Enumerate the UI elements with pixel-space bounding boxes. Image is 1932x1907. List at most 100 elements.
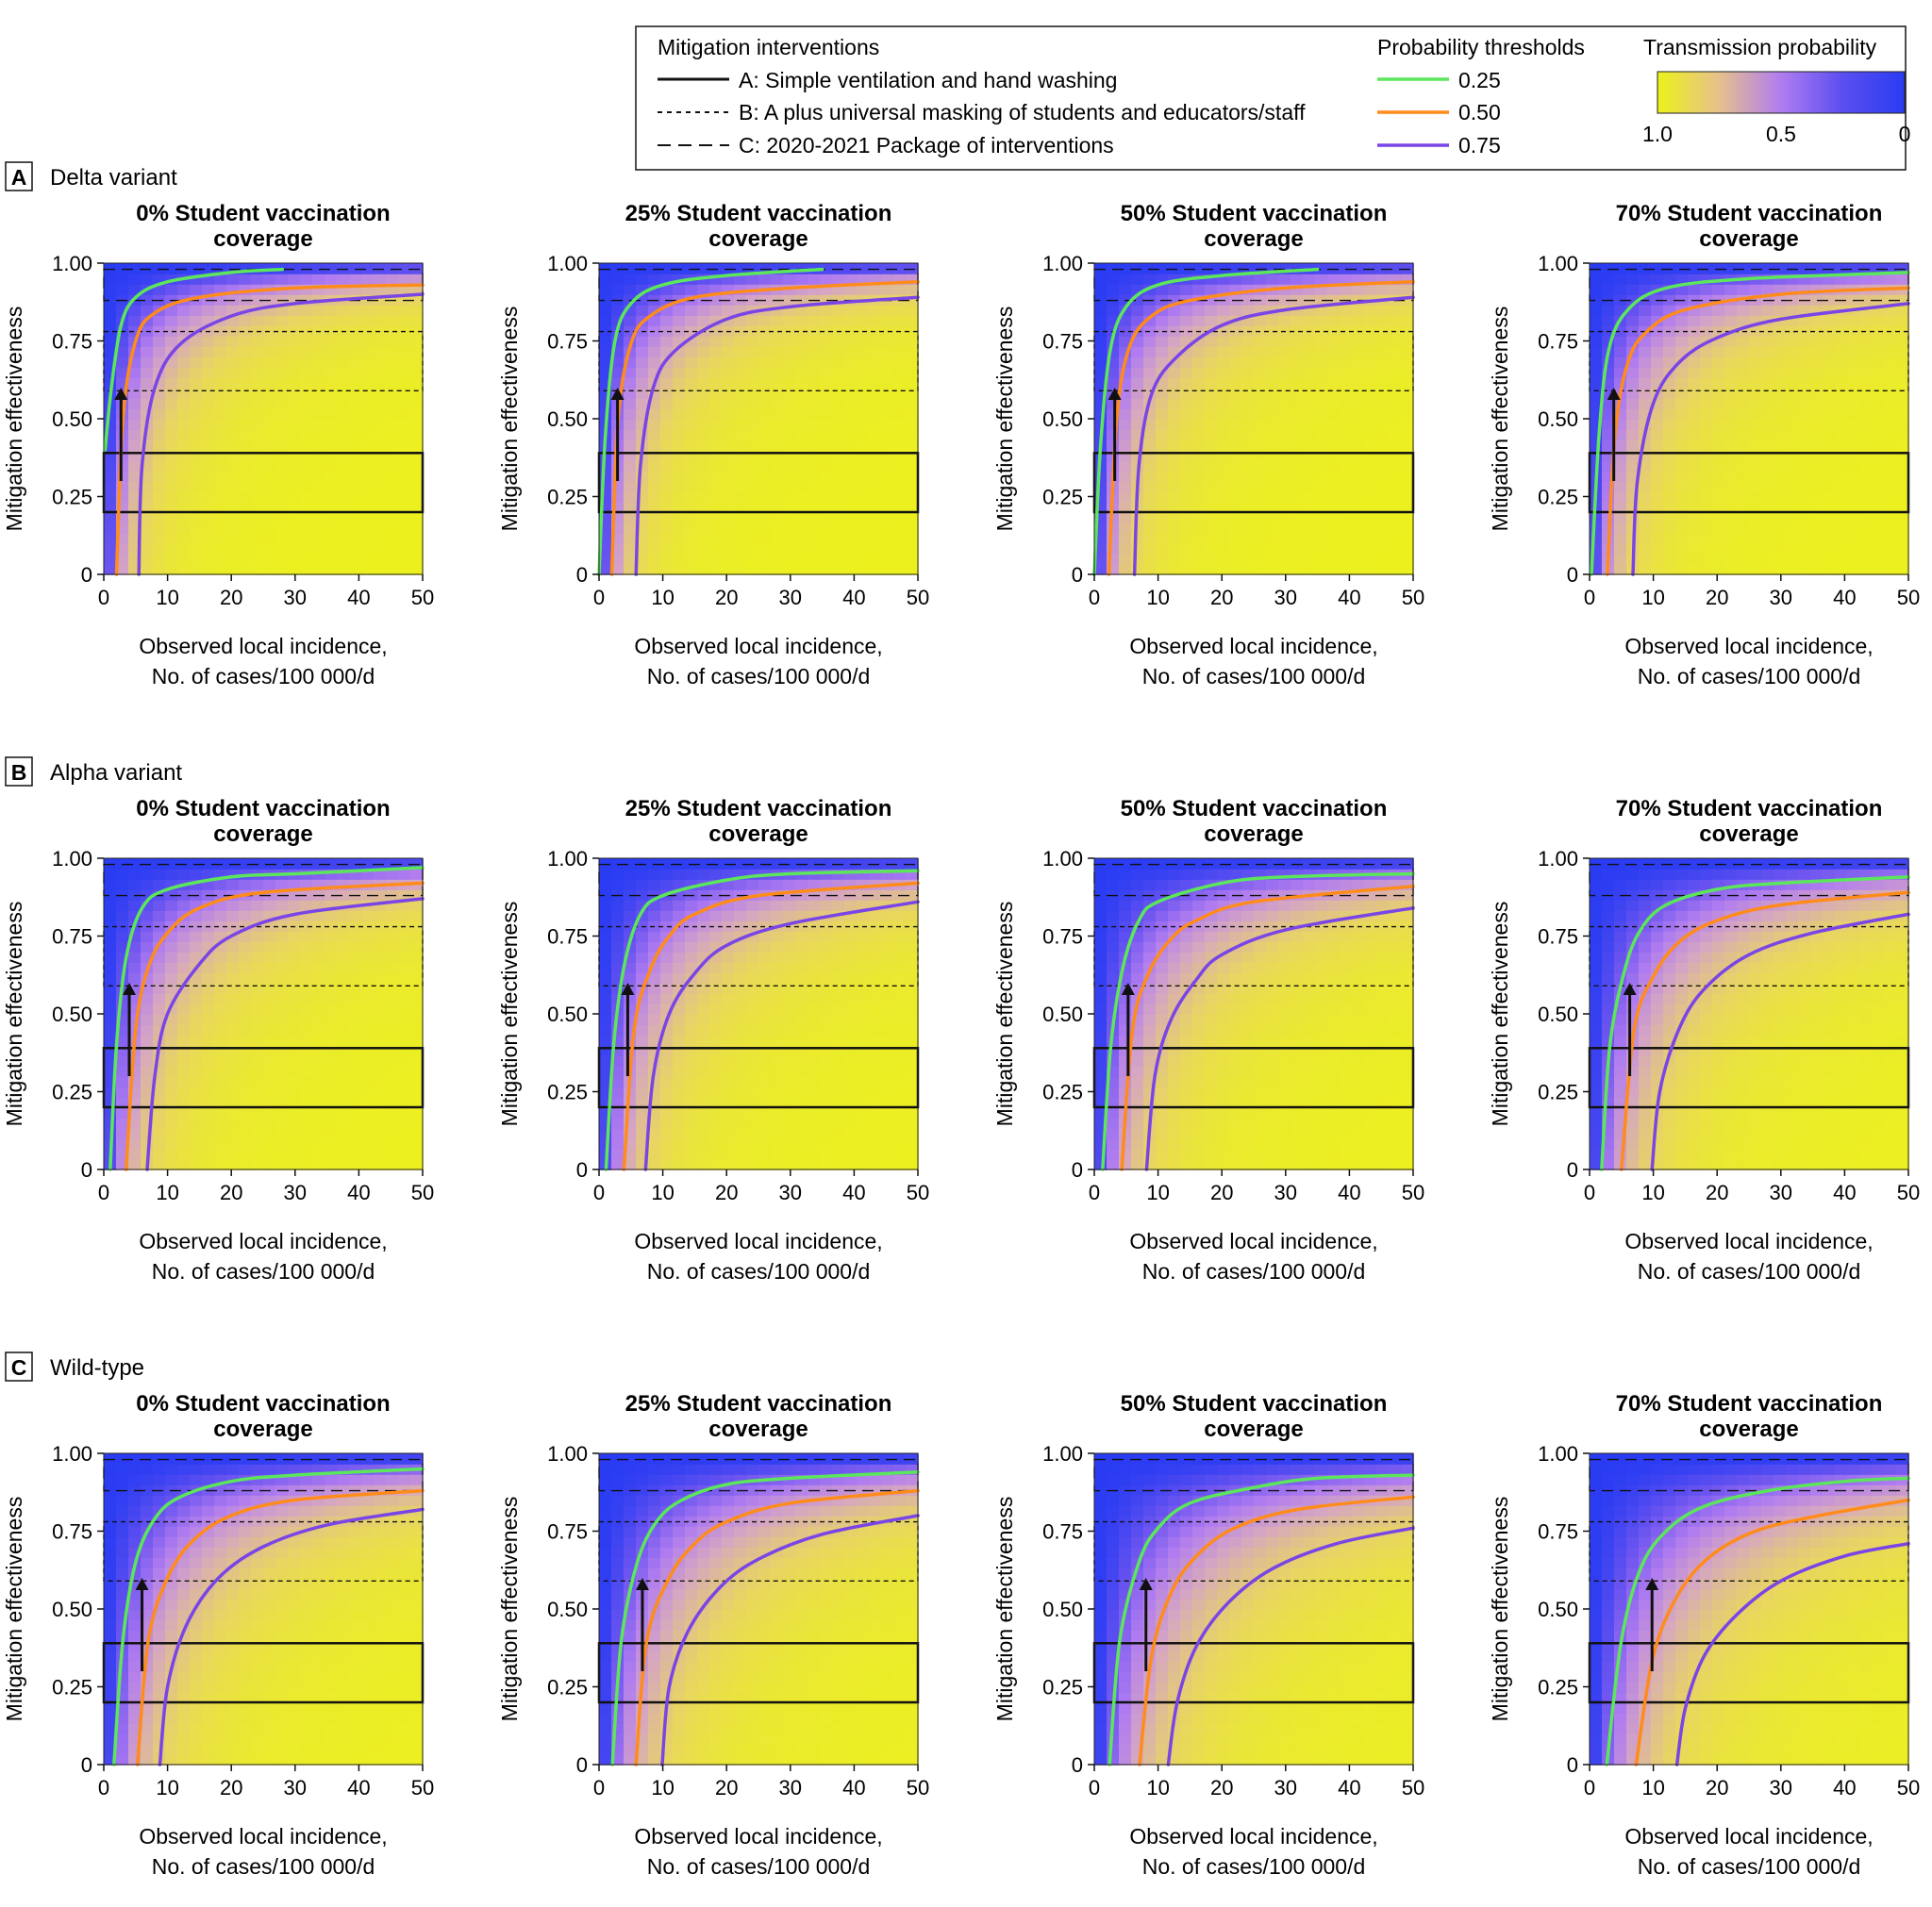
x-axis-label-line2: No. of cases/100 000/d <box>647 664 871 688</box>
heat-cell <box>820 398 833 409</box>
heat-cell <box>398 315 411 326</box>
heat-cell <box>722 1159 735 1170</box>
heat-cell <box>410 962 424 973</box>
heat-cell <box>128 1138 142 1150</box>
heat-cell <box>709 910 723 921</box>
heat-cell <box>1590 398 1603 409</box>
heat-cell <box>214 972 227 984</box>
heat-cell <box>190 315 203 326</box>
heat-cell <box>808 1086 821 1098</box>
heat-cell <box>349 481 362 492</box>
heat-cell <box>746 460 759 472</box>
heat-cell <box>1724 522 1738 534</box>
heat-cell <box>758 512 772 523</box>
heat-cell <box>1389 377 1402 389</box>
heat-cell <box>263 429 276 440</box>
heat-cell <box>300 1159 313 1170</box>
heat-cell <box>1847 315 1860 326</box>
heat-cell <box>1107 439 1120 451</box>
heat-cell <box>1229 1159 1242 1170</box>
heat-cell <box>1376 388 1390 399</box>
heat-cell <box>660 263 674 274</box>
heat-cell <box>1229 388 1242 399</box>
heat-cell <box>1614 346 1627 357</box>
heat-cell <box>893 1128 907 1139</box>
heat-cell <box>386 1024 399 1036</box>
heat-cell <box>881 325 894 337</box>
heat-cell <box>1119 491 1132 503</box>
heat-cell <box>104 889 117 901</box>
heat-cell <box>1340 1159 1353 1170</box>
heat-cell <box>374 388 387 399</box>
heat-cell <box>177 367 191 378</box>
heat-cell <box>881 1159 894 1170</box>
heat-cell <box>636 336 649 347</box>
heat-cell <box>1229 429 1242 440</box>
heat-cell <box>1266 315 1279 326</box>
heat-cell <box>1810 491 1824 503</box>
heat-cell <box>312 408 325 420</box>
heat-cell <box>1376 481 1390 492</box>
heat-cell <box>869 533 882 544</box>
heat-cell <box>1278 481 1291 492</box>
heat-cell <box>1376 274 1390 285</box>
heat-cell <box>1884 543 1897 555</box>
heat-cell <box>104 1014 117 1025</box>
heat-cell <box>857 1086 870 1098</box>
heat-cell <box>1340 408 1353 420</box>
heat-cell <box>1291 554 1304 565</box>
heat-cell <box>1688 357 1701 368</box>
heat-cell <box>1761 408 1774 420</box>
heat-cell <box>1700 398 1713 409</box>
heat-cell <box>251 512 264 523</box>
heat-cell <box>844 408 858 420</box>
heat-cell <box>881 931 894 942</box>
heat-cell <box>1327 450 1341 461</box>
heat-cell <box>1749 305 1762 316</box>
heat-cell <box>1291 408 1304 420</box>
heat-cell <box>758 522 772 534</box>
heat-cell <box>1119 1138 1132 1150</box>
heat-cell <box>636 284 649 295</box>
heat-cell <box>1823 429 1836 440</box>
heat-cell <box>660 941 674 953</box>
heat-cell <box>1810 429 1824 440</box>
heat-cell <box>881 481 894 492</box>
heat-cell <box>300 941 313 953</box>
x-axis-label-line2: No. of cases/100 000/d <box>152 664 375 688</box>
heat-cell <box>758 1045 772 1056</box>
heat-cell <box>1217 564 1230 575</box>
heat-cell <box>1168 512 1181 523</box>
heat-cell <box>251 377 264 389</box>
heat-cell <box>783 1024 796 1036</box>
heat-cell <box>783 450 796 461</box>
heat-cell <box>1303 408 1316 420</box>
heat-cell <box>1376 1159 1390 1170</box>
heat-cell <box>1303 564 1316 575</box>
heat-cell <box>1291 450 1304 461</box>
heat-cell <box>697 869 710 880</box>
heat-cell <box>893 502 907 513</box>
heat-cell <box>300 1066 313 1077</box>
heat-cell <box>881 429 894 440</box>
heat-cell <box>1376 325 1390 337</box>
heat-cell <box>771 408 784 420</box>
heat-cell <box>1872 408 1885 420</box>
heat-cell <box>1724 439 1738 451</box>
heat-cell <box>410 910 424 921</box>
heat-cell <box>1291 460 1304 472</box>
heat-cell <box>226 1159 240 1170</box>
heat-cell <box>636 522 649 534</box>
heat-cell <box>734 554 747 565</box>
heat-cell <box>832 274 845 285</box>
heat-cell <box>349 471 362 482</box>
heat-cell <box>771 512 784 523</box>
heat-cell <box>1774 346 1787 357</box>
heat-cell <box>312 879 325 890</box>
heat-cell <box>1327 274 1341 285</box>
heat-cell <box>374 1138 387 1150</box>
heat-cell <box>1401 336 1414 347</box>
heat-cell <box>808 315 821 326</box>
heat-cell <box>697 522 710 534</box>
heat-cell <box>820 941 833 953</box>
